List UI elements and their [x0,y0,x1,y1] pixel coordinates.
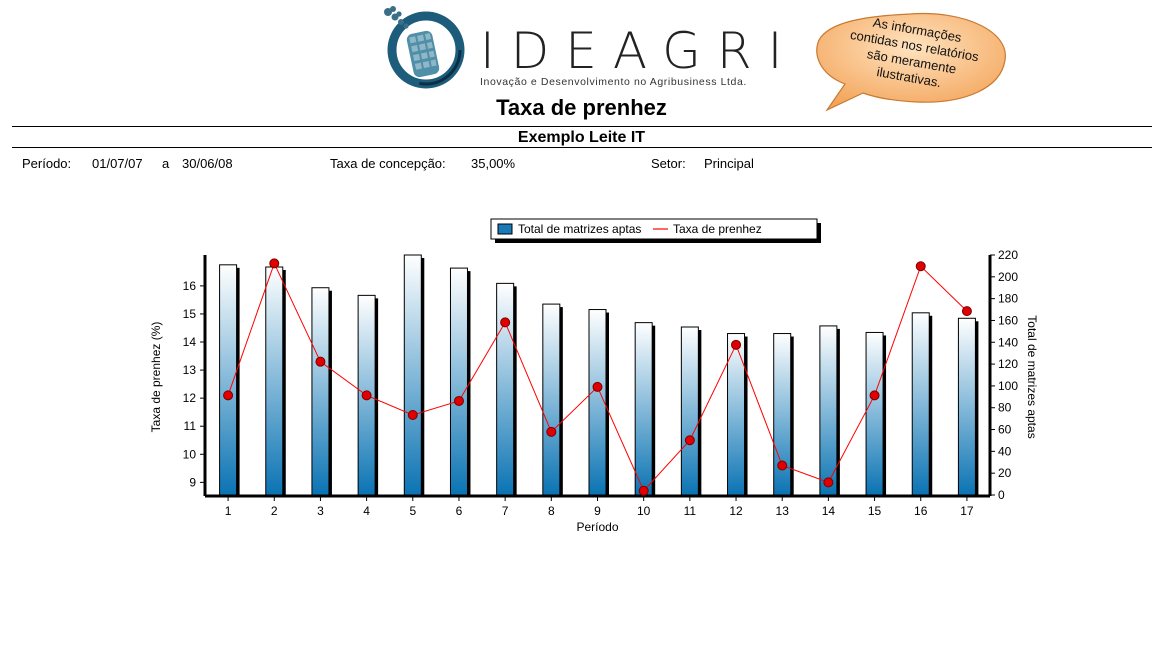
line-point [869,390,880,401]
left-tick-label: 9 [189,475,196,489]
x-tick-label: 1 [225,504,232,518]
right-tick-label: 120 [998,357,1018,371]
bar [219,264,238,496]
disclaimer-bubble [816,12,1006,112]
x-tick-label: 8 [548,504,555,518]
line-point [777,460,788,471]
legend-line-label: Taxa de prenhez [673,222,762,236]
x-tick-label: 11 [684,504,697,518]
right-tick-label: 0 [998,488,1005,502]
line-point [684,435,695,446]
line-point [592,381,603,392]
left-tick-label: 10 [183,447,197,461]
right-tick-label: 40 [998,444,1012,458]
bar [496,282,515,496]
right-tick-label: 220 [998,248,1018,262]
x-tick-label: 4 [363,504,370,518]
bar [680,326,699,496]
x-axis-title: Período [576,520,618,534]
line-point [823,477,834,488]
bar [542,303,561,496]
x-tick-label: 12 [729,504,743,518]
bar [311,287,330,496]
bar [634,322,653,496]
x-tick-label: 7 [502,504,509,518]
left-axis-title: Taxa de prenhez (%) [149,322,163,433]
right-tick-label: 60 [998,423,1012,437]
x-tick-label: 9 [594,504,601,518]
x-tick-label: 14 [822,504,836,518]
line-point [269,258,280,269]
bar [449,267,468,496]
report-subtitle: Exemplo Leite IT [517,129,646,146]
right-tick-label: 180 [998,292,1018,306]
bar [957,317,976,496]
line-point [638,485,649,496]
divider [12,126,1152,127]
divider [12,147,1152,148]
left-tick-label: 14 [183,335,197,349]
sector-label: Setor: [651,156,686,171]
bar [588,309,607,496]
x-tick-label: 10 [637,504,651,518]
right-tick-label: 100 [998,379,1018,393]
period-end: 30/06/08 [182,156,233,171]
right-tick-label: 80 [998,401,1012,415]
legend-bar-swatch [497,223,513,235]
legend-bar-label: Total de matrizes aptas [518,222,641,236]
brand-tagline: Inovação e Desenvolvimento no Agribusine… [480,76,747,88]
conception-value: 35,00% [471,156,516,171]
line-point [915,261,926,272]
left-tick-label: 15 [183,307,197,321]
x-tick-label: 2 [271,504,278,518]
line-point [500,317,511,328]
x-tick-label: 3 [317,504,324,518]
right-axis-title: Total de matrizes aptas [1025,315,1039,438]
ideagri-logo [384,6,465,89]
x-tick-label: 17 [960,504,974,518]
right-tick-label: 200 [998,270,1018,284]
x-tick-label: 5 [409,504,416,518]
right-tick-label: 160 [998,313,1018,327]
period-start: 01/07/07 [92,156,143,171]
left-tick-label: 11 [184,419,197,433]
period-label: Período: [22,156,72,171]
left-tick-label: 16 [183,279,197,293]
bar [819,325,838,496]
bar [911,312,930,496]
right-tick-label: 140 [998,335,1018,349]
x-tick-label: 15 [868,504,882,518]
x-tick-label: 6 [456,504,463,518]
bar [865,331,884,496]
bar [265,266,284,496]
sector-value: Principal [704,156,754,171]
line-point [546,426,557,437]
line-point [223,390,234,401]
line-point [453,395,464,406]
bar [773,333,792,496]
brand-name: IDEAGRI [480,22,799,80]
bar [403,254,422,496]
line-point [407,410,418,420]
x-tick-label: 13 [776,504,790,518]
left-tick-label: 12 [183,391,197,405]
report-title: Taxa de prenhez [496,95,667,120]
conception-label: Taxa de concepção: [330,156,446,171]
right-tick-label: 20 [998,466,1012,480]
line-point [961,306,972,317]
period-separator: a [162,156,170,171]
line-point [361,390,372,401]
x-tick-label: 16 [914,504,928,518]
line-point [315,356,326,367]
line-point [731,339,742,350]
left-tick-label: 13 [183,363,197,377]
